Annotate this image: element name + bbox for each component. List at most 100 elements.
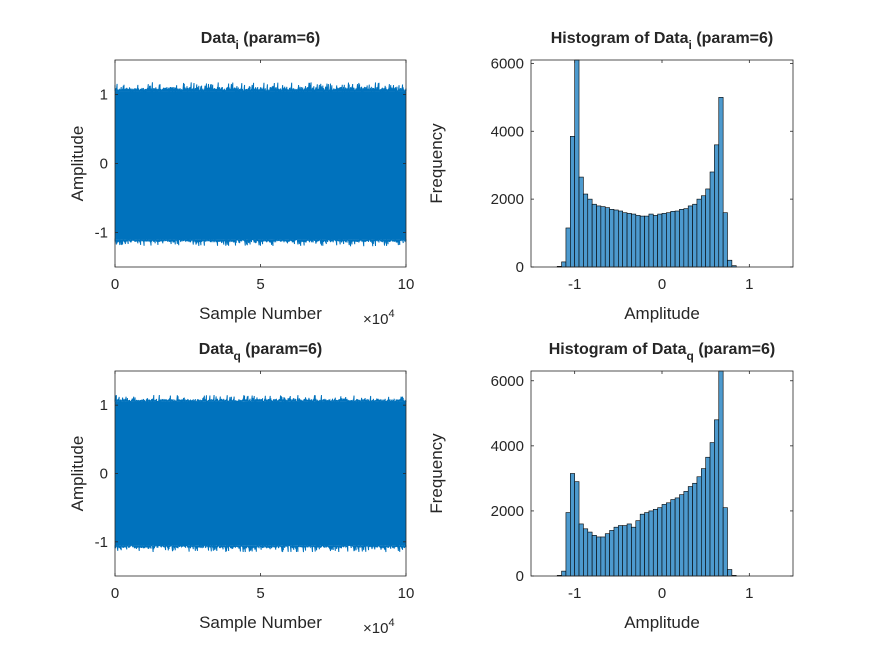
histogram-bar bbox=[622, 525, 628, 577]
histogram-bar bbox=[679, 494, 685, 577]
x-exponent-power: 4 bbox=[388, 617, 394, 629]
y-tick-label: 0 bbox=[516, 259, 524, 276]
chart-title-main: Data bbox=[199, 341, 234, 358]
histogram-bar bbox=[670, 211, 676, 268]
histogram-bar bbox=[591, 535, 597, 577]
x-tick-label: 5 bbox=[256, 585, 264, 602]
y-axis-label: Amplitude bbox=[68, 436, 87, 512]
histogram-bar bbox=[618, 525, 623, 577]
x-tick-label: 0 bbox=[111, 276, 119, 293]
histogram-bar bbox=[574, 59, 580, 268]
histogram-bar bbox=[596, 205, 602, 268]
chart-title-rest: (param=6) bbox=[239, 30, 320, 47]
histogram-bar bbox=[700, 195, 706, 268]
x-tick-label: 10 bbox=[398, 276, 415, 293]
y-tick-label: -1 bbox=[95, 534, 108, 551]
histogram-bar bbox=[604, 207, 610, 268]
histogram-bar bbox=[639, 215, 645, 268]
histogram-bar bbox=[652, 508, 658, 577]
chart-panel-1: 0 5 10 -1 0 1 ×104 Sample Number Amplitude Datai … bbox=[68, 30, 414, 328]
histogram-bar bbox=[587, 198, 593, 268]
histogram-bar bbox=[574, 481, 580, 577]
x-tick-label: 5 bbox=[256, 276, 264, 293]
histogram-bar bbox=[609, 530, 615, 577]
y-tick-label: 0 bbox=[100, 466, 108, 483]
x-axis-label: Amplitude bbox=[624, 304, 700, 323]
y-axis-label: Amplitude bbox=[68, 126, 87, 202]
histogram-bar bbox=[696, 476, 702, 577]
chart-title: Histogram of Dataq (param=6) bbox=[549, 341, 776, 363]
x-tick-label: 10 bbox=[398, 585, 415, 602]
x-tick-label: -1 bbox=[568, 585, 581, 602]
histogram-bar bbox=[613, 526, 619, 577]
histogram-bar bbox=[644, 215, 650, 268]
histogram-bar bbox=[700, 468, 706, 577]
y-tick-label: 2000 bbox=[491, 503, 524, 520]
chart-title: Datai (param=6) bbox=[201, 30, 320, 52]
histogram-bar bbox=[687, 205, 693, 268]
histogram-bar bbox=[631, 213, 637, 268]
y-tick-label: 0 bbox=[100, 156, 108, 173]
y-tick-label: 1 bbox=[100, 397, 108, 414]
histogram-bar bbox=[596, 536, 602, 577]
histogram-bar bbox=[578, 523, 584, 577]
y-axis-label: Frequency bbox=[427, 123, 446, 204]
histogram-bar bbox=[609, 209, 615, 268]
chart-title: Histogram of Datai (param=6) bbox=[551, 30, 774, 52]
x-axis-label: Sample Number bbox=[199, 304, 322, 323]
x-axis-label: Amplitude bbox=[624, 613, 700, 632]
histogram-bar bbox=[666, 212, 672, 268]
chart-title-subscript: q bbox=[233, 349, 240, 363]
y-tick-label: 4000 bbox=[491, 438, 524, 455]
histogram-bar bbox=[635, 215, 641, 268]
histogram-bar bbox=[604, 533, 610, 577]
x-exponent-base: ×10 bbox=[363, 620, 388, 637]
histogram-bar bbox=[587, 531, 593, 577]
chart-panel-4: -1 0 1 0 2000 4000 6000 Amplitude Frequency Histo… bbox=[427, 341, 794, 632]
x-tick-label: 1 bbox=[745, 585, 753, 602]
chart-title-subscript: q bbox=[687, 349, 694, 363]
histogram-bar bbox=[561, 570, 567, 577]
histogram-bar bbox=[578, 176, 584, 268]
signal-band bbox=[115, 91, 406, 240]
chart-title-main: Data bbox=[201, 30, 236, 47]
histogram-bar bbox=[618, 210, 623, 268]
histogram-bar bbox=[692, 203, 698, 268]
chart-panel-3: 0 5 10 -1 0 1 ×104 Sample Number Amplitude Dataq … bbox=[68, 341, 414, 637]
y-tick-label: 1 bbox=[100, 87, 108, 104]
histogram-bar bbox=[569, 473, 575, 577]
histogram-bar bbox=[565, 227, 571, 268]
histogram-bar bbox=[644, 512, 650, 577]
histogram-bar bbox=[661, 213, 667, 268]
x-axis-label: Sample Number bbox=[199, 613, 322, 632]
histogram-bar bbox=[692, 482, 698, 577]
histogram-bar bbox=[705, 456, 711, 577]
signal-upper-edge bbox=[114, 82, 407, 93]
histogram-bar bbox=[683, 208, 689, 268]
signal-band bbox=[115, 401, 406, 546]
chart-title-main: Histogram of Data bbox=[551, 30, 689, 47]
y-tick-label: 6000 bbox=[491, 373, 524, 390]
histogram-bar bbox=[705, 188, 711, 268]
histogram-bar bbox=[683, 491, 689, 577]
chart-title-main: Histogram of Data bbox=[549, 341, 687, 358]
histogram-bar bbox=[600, 536, 606, 577]
histogram-bar bbox=[583, 528, 589, 577]
histogram-bar bbox=[561, 261, 567, 268]
histogram-bar bbox=[674, 497, 680, 577]
histogram-bar bbox=[709, 442, 715, 577]
y-axis-label: Frequency bbox=[427, 433, 446, 514]
histogram-bar bbox=[661, 504, 667, 577]
chart-title-rest: (param=6) bbox=[694, 341, 775, 358]
histogram-bar bbox=[718, 97, 724, 268]
signal-upper-edge bbox=[114, 394, 407, 404]
chart-title-subscript: i bbox=[689, 38, 692, 52]
histogram-bar bbox=[709, 171, 715, 268]
histogram-bar bbox=[626, 213, 632, 268]
x-tick-label: 0 bbox=[658, 276, 666, 293]
x-exponent-base: ×10 bbox=[363, 311, 388, 328]
histogram-bar bbox=[648, 510, 654, 577]
y-tick-label: 0 bbox=[516, 568, 524, 585]
histogram-bar bbox=[622, 212, 628, 268]
chart-title-rest: (param=6) bbox=[241, 341, 322, 358]
